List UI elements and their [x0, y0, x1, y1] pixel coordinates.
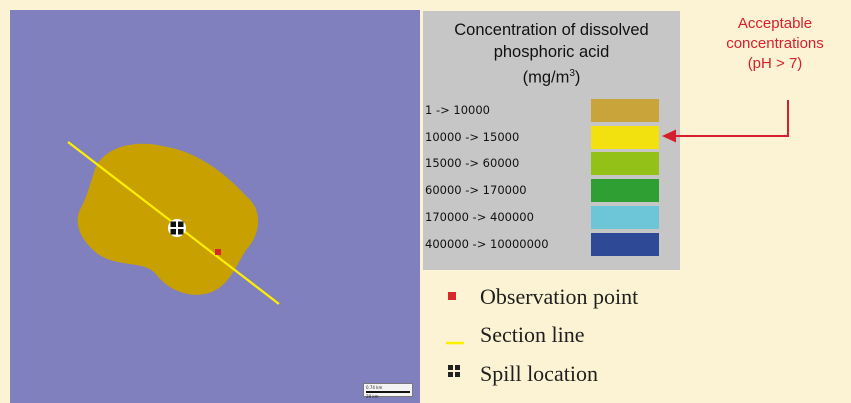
range-swatch [591, 126, 659, 149]
legend-row: 400000 -> 10000000 [423, 233, 680, 257]
range-swatch [591, 179, 659, 202]
key-spill-location-label: Spill location [480, 361, 598, 386]
legend-row: 15000 -> 60000 [423, 152, 680, 176]
range-label: 170000 -> 400000 [425, 210, 534, 224]
range-swatch [591, 206, 659, 229]
range-label: 400000 -> 10000000 [425, 237, 549, 251]
section-line-icon [446, 341, 464, 345]
callout-line3: (pH > 7) [747, 55, 803, 72]
callout-line1: Acceptable [737, 15, 813, 32]
legend-title-unit: (mg/m3) [522, 68, 581, 87]
observation-point-icon [448, 292, 456, 300]
legend-row: 60000 -> 170000 [423, 179, 680, 203]
range-label: 10000 -> 15000 [425, 130, 520, 144]
spill-location-icon[interactable] [168, 219, 186, 237]
scale-bar-bottom-text: 28 km [366, 394, 379, 399]
legend-title-line2: phosphoric acid [493, 43, 610, 61]
map-canvas [67, 141, 280, 305]
key-observation-point-label: Observation point [480, 284, 639, 309]
key-section-line-label: Section line [480, 322, 585, 347]
range-swatch [591, 233, 659, 256]
range-swatch [591, 152, 659, 175]
scale-bar-line [366, 391, 410, 393]
legend-row: 1 -> 10000 [423, 99, 680, 123]
callout-line2: concentrations [726, 35, 824, 52]
range-label: 1 -> 10000 [425, 103, 490, 117]
legend-title: Concentration of dissolved phosphoric ac… [423, 19, 680, 89]
scale-bar: 0.74 km 28 km [363, 383, 413, 399]
acceptable-concentrations-callout: Acceptable concentrations (pH > 7) [700, 14, 850, 74]
legend-row: 170000 -> 400000 [423, 206, 680, 230]
callout-arrow-line [674, 100, 789, 137]
spill-location-icon [448, 365, 460, 377]
range-label: 15000 -> 60000 [425, 156, 520, 170]
legend-title-line1: Concentration of dissolved [454, 21, 649, 39]
range-label: 60000 -> 170000 [425, 183, 527, 197]
observation-point[interactable] [215, 249, 221, 255]
concentration-legend: Concentration of dissolved phosphoric ac… [423, 11, 680, 270]
map-view[interactable]: 0.74 km 28 km [10, 10, 420, 403]
scale-bar-top-text: 0.74 km [366, 385, 383, 390]
legend-row: 10000 -> 15000 [423, 126, 680, 150]
range-swatch [591, 99, 659, 122]
